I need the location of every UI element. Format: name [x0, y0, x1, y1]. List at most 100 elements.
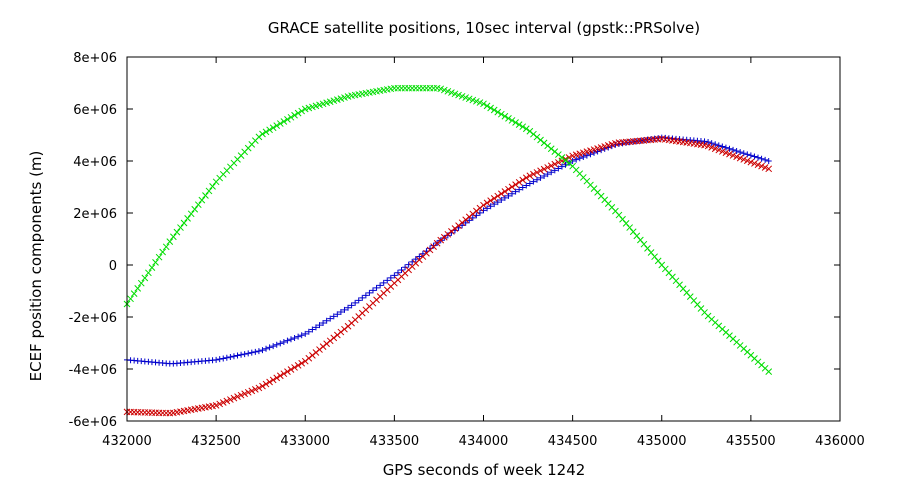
- data-point: [166, 238, 174, 245]
- data-point: [494, 192, 502, 200]
- data-point: [541, 172, 548, 179]
- data-point: [466, 217, 473, 224]
- data-point: [219, 399, 227, 406]
- data-point: [345, 304, 352, 311]
- data-point: [490, 106, 498, 114]
- data-point: [580, 153, 587, 160]
- data-point: [558, 163, 565, 170]
- data-point: [280, 339, 287, 346]
- y-tick-label: 8e+06: [73, 51, 117, 66]
- data-point: [270, 343, 277, 350]
- data-point: [508, 183, 516, 191]
- data-point: [134, 285, 142, 292]
- data-point: [547, 162, 555, 170]
- data-point: [758, 155, 765, 162]
- data-point: [765, 158, 772, 164]
- data-series-1: [124, 134, 772, 367]
- data-point: [191, 205, 199, 213]
- data-point: [169, 233, 177, 241]
- data-point: [430, 242, 437, 249]
- data-point: [284, 337, 291, 344]
- data-point: [316, 322, 323, 329]
- data-point: [587, 151, 594, 158]
- data-point: [287, 336, 294, 343]
- data-point: [719, 148, 726, 155]
- y-tick-label: -2e+06: [69, 311, 117, 326]
- data-point: [284, 368, 291, 375]
- y-axis-label: ECEF position components (m): [27, 151, 45, 382]
- data-point: [369, 287, 376, 294]
- data-point: [273, 341, 280, 348]
- data-point: [487, 203, 494, 210]
- data-point: [173, 228, 181, 236]
- data-point: [480, 100, 487, 108]
- data-point: [377, 282, 384, 289]
- data-point: [416, 253, 423, 260]
- data-point: [576, 155, 583, 162]
- data-point: [276, 372, 284, 380]
- data-point: [526, 172, 534, 180]
- data-point: [440, 86, 448, 94]
- data-point: [412, 256, 419, 263]
- data-point: [294, 109, 302, 117]
- data-point: [722, 149, 730, 157]
- data-point: [302, 330, 309, 337]
- data-point: [487, 104, 494, 112]
- data-point: [287, 366, 295, 373]
- data-point: [526, 180, 533, 187]
- data-point: [523, 182, 530, 189]
- data-point: [708, 140, 715, 147]
- data-point: [765, 165, 773, 173]
- data-point: [263, 345, 270, 352]
- data-point: [141, 274, 149, 282]
- data-point: [269, 124, 277, 132]
- data-point: [273, 122, 281, 129]
- data-point: [245, 350, 252, 357]
- data-point: [269, 376, 277, 384]
- data-point: [262, 128, 270, 136]
- x-tick-label: 435500: [726, 434, 776, 449]
- x-axis-label: GPS seconds of week 1242: [383, 461, 586, 479]
- data-point: [198, 196, 206, 204]
- data-point: [730, 146, 737, 153]
- data-point: [280, 370, 288, 378]
- data-point: [519, 184, 526, 191]
- data-point: [497, 110, 505, 118]
- data-point: [184, 215, 191, 222]
- data-point: [205, 187, 213, 195]
- data-point: [569, 158, 576, 164]
- data-point: [266, 378, 273, 386]
- data-point: [530, 178, 537, 185]
- data-point: [505, 115, 512, 122]
- data-point: [762, 156, 769, 163]
- data-point: [237, 391, 245, 399]
- data-point: [476, 99, 484, 106]
- data-point: [483, 102, 491, 110]
- x-tick-label: 433500: [370, 434, 420, 449]
- data-point: [384, 277, 391, 284]
- data-point: [162, 243, 170, 251]
- x-tick-label: 432000: [102, 434, 152, 449]
- data-point: [491, 201, 498, 208]
- data-series-2: [123, 135, 773, 417]
- data-point: [751, 160, 758, 167]
- data-point: [155, 253, 163, 261]
- data-point: [487, 197, 494, 204]
- data-point: [137, 279, 145, 287]
- data-point: [705, 139, 712, 146]
- data-point: [291, 364, 298, 371]
- data-point: [761, 164, 769, 171]
- data-point: [480, 207, 487, 214]
- data-point: [555, 165, 562, 172]
- data-point: [448, 89, 455, 96]
- data-point: [320, 319, 327, 326]
- data-point: [494, 199, 501, 206]
- data-point: [726, 150, 733, 158]
- data-point: [494, 108, 502, 116]
- data-point: [248, 387, 256, 395]
- data-point: [733, 153, 740, 161]
- data-point: [497, 190, 505, 198]
- data-point: [259, 347, 266, 354]
- data-point: [309, 326, 316, 333]
